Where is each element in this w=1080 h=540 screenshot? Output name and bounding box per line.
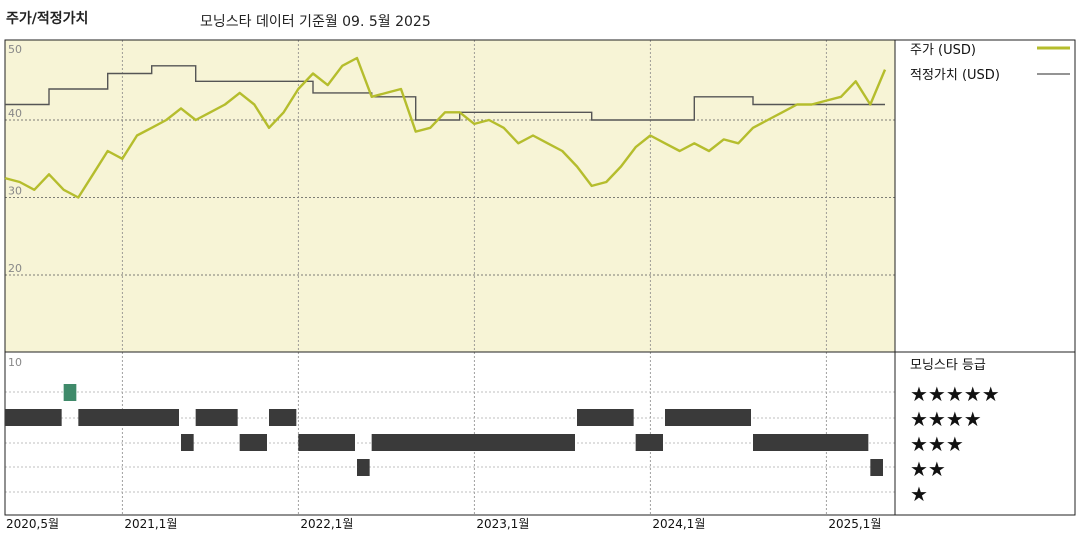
y-tick-label: 10 [8,356,22,369]
rating-bar-3-star [753,434,869,451]
rating-level-1-stars: ★ [910,482,928,506]
rating-level-2-stars: ★★ [910,457,946,481]
x-axis-ticks: 2020,5월 2021,1월 2022,1월 2023,1월 2024,1월 2025,… [6,517,881,531]
y-tick-label: 20 [8,262,22,275]
x-tick-label: 2020,5월 [6,517,59,531]
rating-bar-2-star [870,459,883,476]
rating-bar-4-star [78,409,179,426]
upper-plot-background [5,40,895,352]
outer-frame [4,39,1076,516]
rating-bar-4-star [5,409,62,426]
chart-frame [4,39,1076,516]
legend-label-price: 주가 (USD) [910,43,976,58]
rating-level-4-stars: ★★★★ [910,407,982,431]
x-tick-label: 2025,1월 [828,517,881,531]
rating-legend: 모닝스타 등급★★★★★★★★★★★★★★★ [910,358,1000,506]
series-lines [4,56,887,199]
x-tick-label: 2023,1월 [476,517,529,531]
rating-bar-3-star [181,434,194,451]
data-as-of-label: 모닝스타 데이터 기준월 09. 5월 2025 [200,14,431,30]
rating-bar-3-star [371,434,575,451]
rating-bar-4-star [665,409,751,426]
legend: 주가 (USD) 적정가치 (USD) [910,43,1070,83]
rating-bar-4-star [195,409,238,426]
rating-bar-4-star [269,409,297,426]
rating-legend-title: 모닝스타 등급 [910,358,986,373]
x-tick-label: 2022,1월 [300,517,353,531]
rating-bar-4-star [577,409,634,426]
rating-bar-3-star [298,434,355,451]
rating-history [5,384,883,476]
y-tick-label: 40 [8,107,22,120]
x-tick-label: 2024,1월 [652,517,705,531]
y-tick-label: 50 [8,43,22,56]
rating-level-3-stars: ★★★ [910,432,964,456]
legend-label-fair-value: 적정가치 (USD) [910,68,1000,83]
x-tick-label: 2021,1월 [124,517,177,531]
price-line [4,56,887,199]
rating-bar-3-star [239,434,267,451]
y-tick-label: 30 [8,185,22,198]
rating-level-5-stars: ★★★★★ [910,382,1000,406]
y-axis-ticks: 50 40 30 20 10 [8,43,22,369]
rating-bar-2-star [357,459,370,476]
chart-title: 주가/적정가치 [6,11,89,27]
rating-bar-5-star [63,384,77,401]
rating-bar-3-star [635,434,663,451]
